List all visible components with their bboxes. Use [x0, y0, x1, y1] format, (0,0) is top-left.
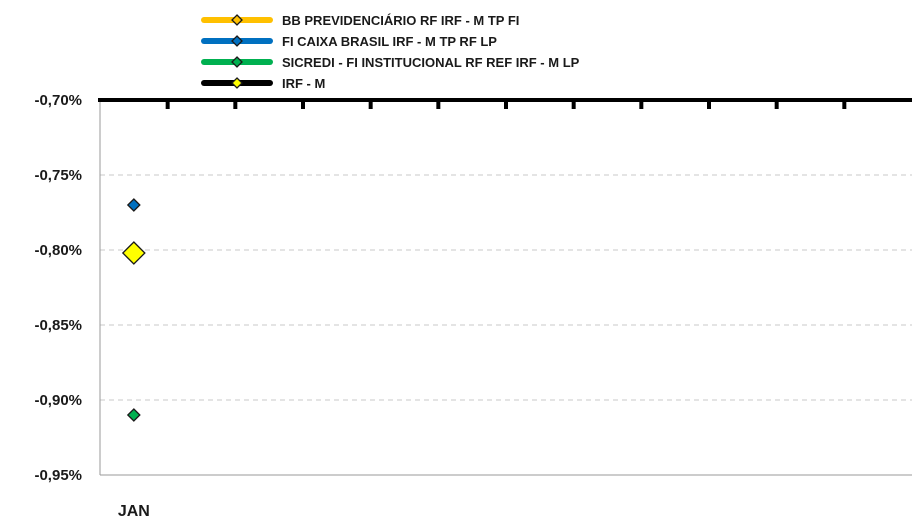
- legend-marker: [231, 77, 243, 89]
- y-tick-labels: -0,70% -0,75% -0,80% -0,85% -0,90% -0,95%: [34, 92, 82, 484]
- legend-label: SICREDI - FI INSTITUCIONAL RF REF IRF - …: [282, 55, 580, 70]
- y-tick-label: -0,90%: [34, 392, 82, 409]
- legend-marker: [231, 35, 243, 47]
- legend-label: IRF - M: [282, 76, 325, 91]
- y-tick-label: -0,80%: [34, 242, 82, 259]
- x-category-labels: JAN: [118, 503, 150, 520]
- y-tick-label: -0,95%: [34, 467, 82, 484]
- legend-label: FI CAIXA BRASIL IRF - M TP RF LP: [282, 34, 497, 49]
- legend: BB PREVIDENCIÁRIO RF IRF - M TP FI FI CAI…: [201, 13, 580, 91]
- x-category-label: JAN: [118, 503, 150, 520]
- data-point: [121, 241, 146, 265]
- legend-label: BB PREVIDENCIÁRIO RF IRF - M TP FI: [282, 13, 519, 28]
- data-point: [126, 408, 141, 422]
- legend-marker: [231, 14, 243, 26]
- data-points: [121, 198, 146, 422]
- axes: [98, 98, 912, 476]
- y-tick-label: -0,70%: [34, 92, 82, 109]
- legend-marker: [231, 56, 243, 68]
- y-tick-label: -0,85%: [34, 317, 82, 334]
- gridlines: [100, 174, 912, 401]
- y-tick-label: -0,75%: [34, 167, 82, 184]
- data-point: [126, 198, 141, 212]
